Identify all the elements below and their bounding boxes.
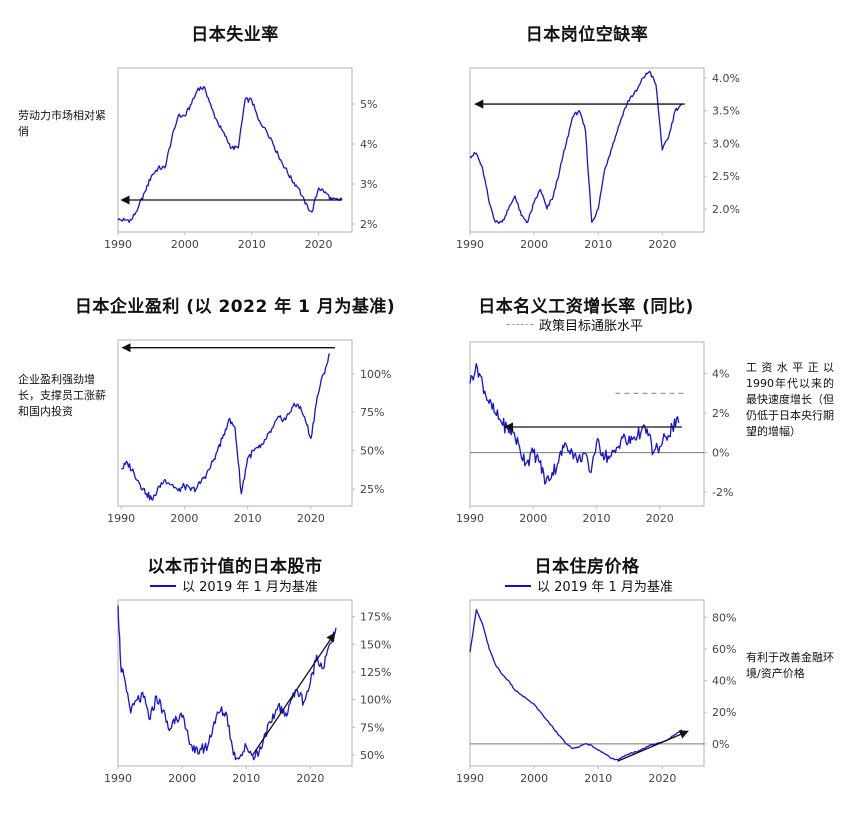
legend-dash-swatch bbox=[507, 324, 533, 325]
x-tick-label: 1990 bbox=[456, 772, 484, 785]
y-tick-label: 4% bbox=[712, 368, 729, 381]
plot-frame bbox=[117, 339, 353, 507]
x-tick-label: 2000 bbox=[519, 512, 547, 525]
x-tick-label: 2010 bbox=[238, 238, 266, 251]
y-tick-label: 80% bbox=[712, 611, 736, 624]
y-tick-label: 3.0% bbox=[712, 137, 740, 150]
y-tick-label: 125% bbox=[360, 666, 391, 679]
x-tick-label: 2000 bbox=[170, 512, 198, 525]
note-nominal-wages: 工资水平正以1990年代以来的最快速度增长（但仍低于日本央行期望的增幅） bbox=[746, 361, 834, 438]
y-tick-label: 2% bbox=[360, 218, 377, 231]
y-tick-label: 50% bbox=[360, 445, 384, 458]
y-tick-label: 0% bbox=[712, 738, 729, 751]
series-line-corporate_profits bbox=[120, 353, 331, 501]
legend-label-stock-market: 以 2019 年 1 月为基准 bbox=[182, 580, 318, 595]
y-tick-label: 2% bbox=[712, 407, 729, 420]
x-tick-label: 2020 bbox=[648, 238, 676, 251]
x-tick-label: 2000 bbox=[168, 772, 196, 785]
y-tick-label: 150% bbox=[360, 638, 391, 651]
chart-title-nominal-wages: 日本名义工资增长率 (同比) bbox=[478, 297, 694, 317]
y-tick-label: 40% bbox=[712, 675, 736, 688]
x-tick-label: 2000 bbox=[171, 238, 199, 251]
y-tick-label: 5% bbox=[360, 98, 377, 111]
x-tick-label: 2000 bbox=[520, 772, 548, 785]
legend-line-swatch bbox=[505, 584, 531, 587]
series-line-unemployment bbox=[117, 85, 343, 223]
x-tick-label: 2020 bbox=[305, 238, 333, 251]
legend-policy-target: 政策目标通胀水平 bbox=[507, 315, 643, 334]
series-line-housing_prices bbox=[469, 608, 683, 761]
x-tick-label: 2010 bbox=[584, 772, 612, 785]
legend-housing-prices: 以 2019 年 1 月为基准 bbox=[505, 576, 673, 595]
plot-frame bbox=[469, 341, 705, 507]
plot-frame bbox=[117, 599, 353, 767]
x-tick-label: 1990 bbox=[104, 772, 132, 785]
y-tick-label: 4% bbox=[360, 138, 377, 151]
series-line-stock_market bbox=[117, 605, 337, 761]
y-tick-label: 175% bbox=[360, 611, 391, 624]
y-tick-label: 100% bbox=[360, 368, 391, 381]
legend-stock-market: 以 2019 年 1 月为基准 bbox=[150, 576, 318, 595]
x-tick-label: 1990 bbox=[107, 512, 135, 525]
legend-label-policy-target: 政策目标通胀水平 bbox=[539, 319, 644, 334]
x-tick-label: 2020 bbox=[648, 772, 676, 785]
y-tick-label: 60% bbox=[712, 643, 736, 656]
note-unemployment: 劳动力市场相对紧俏 bbox=[18, 109, 106, 138]
plot-frame bbox=[117, 67, 353, 233]
plot-frame bbox=[469, 599, 705, 767]
chart-title-stock-market: 以本币计值的日本股市 bbox=[147, 557, 323, 577]
trend-arrow bbox=[252, 632, 336, 756]
y-tick-label: 100% bbox=[360, 694, 391, 707]
x-tick-label: 2020 bbox=[297, 512, 325, 525]
x-tick-label: 1990 bbox=[104, 238, 132, 251]
x-tick-label: 1990 bbox=[456, 238, 484, 251]
chart-title-unemployment: 日本失业率 bbox=[191, 25, 279, 45]
x-tick-label: 2010 bbox=[232, 772, 260, 785]
y-tick-label: 4.0% bbox=[712, 72, 740, 85]
y-tick-label: -2% bbox=[712, 486, 733, 499]
x-tick-label: 2010 bbox=[582, 512, 610, 525]
y-tick-label: 3.5% bbox=[712, 105, 740, 118]
plot-frame bbox=[469, 67, 705, 233]
x-tick-label: 2000 bbox=[520, 238, 548, 251]
y-tick-label: 2.5% bbox=[712, 170, 740, 183]
chart-title-corporate-profits: 日本企业盈利 (以 2022 年 1 月为基准) bbox=[74, 297, 396, 317]
legend-label-housing-prices: 以 2019 年 1 月为基准 bbox=[537, 580, 673, 595]
series-line-nominal_wages bbox=[469, 363, 680, 485]
x-tick-label: 1990 bbox=[456, 512, 484, 525]
legend-line-swatch bbox=[150, 584, 176, 587]
y-tick-label: 75% bbox=[360, 721, 384, 734]
y-tick-label: 25% bbox=[360, 483, 384, 496]
y-tick-label: 20% bbox=[712, 706, 736, 719]
y-tick-label: 3% bbox=[360, 178, 377, 191]
note-housing-prices: 有利于改善金融环境/资产价格 bbox=[746, 651, 834, 680]
x-tick-label: 2020 bbox=[646, 512, 674, 525]
x-tick-label: 2020 bbox=[296, 772, 324, 785]
series-line-job_openings bbox=[469, 70, 683, 225]
trend-arrow bbox=[617, 730, 689, 762]
y-tick-label: 50% bbox=[360, 749, 384, 762]
y-tick-label: 75% bbox=[360, 406, 384, 419]
x-tick-label: 2010 bbox=[584, 238, 612, 251]
y-tick-label: 0% bbox=[712, 447, 729, 460]
x-tick-label: 2010 bbox=[234, 512, 262, 525]
note-corporate-profits: 企业盈利强劲增长，支撑员工涨薪和国内投资 bbox=[18, 373, 106, 418]
chart-title-job-openings: 日本岗位空缺率 bbox=[525, 25, 649, 45]
chart-title-housing-prices: 日本住房价格 bbox=[534, 557, 640, 577]
y-tick-label: 2.0% bbox=[712, 203, 740, 216]
